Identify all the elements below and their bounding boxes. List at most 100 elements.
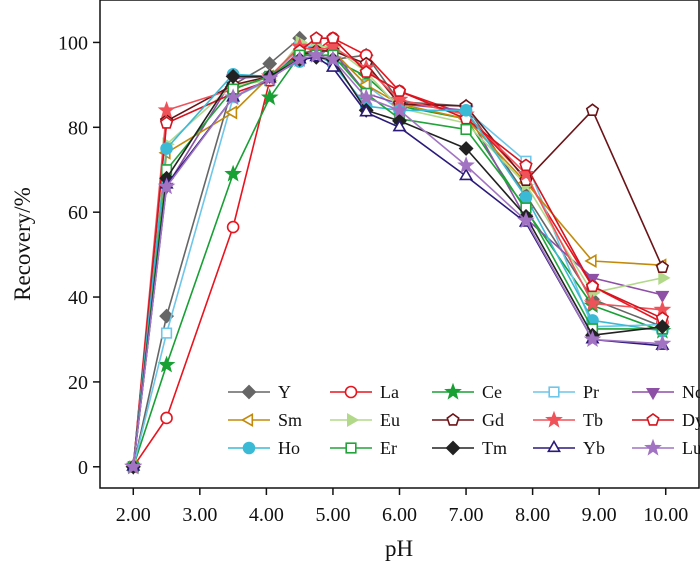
legend-item-y: Y bbox=[228, 382, 291, 402]
data-point-tb bbox=[517, 164, 535, 182]
data-point-la bbox=[226, 220, 240, 234]
data-point-ce bbox=[224, 164, 242, 182]
x-axis: 2.00 3.00 4.00 5.00 6.00 7.00 8.00 9.00 10.00 bbox=[116, 488, 688, 526]
y-tick-label: 40 bbox=[68, 287, 88, 309]
legend-item-ho: Ho bbox=[228, 438, 300, 458]
x-tick-label: 4.00 bbox=[249, 504, 284, 526]
data-point-lu bbox=[224, 88, 242, 106]
y-tick-label: 20 bbox=[68, 372, 88, 394]
legend-label-nd: Nd bbox=[682, 382, 700, 402]
data-point-yb bbox=[392, 119, 407, 132]
x-tick-label: 6.00 bbox=[382, 504, 417, 526]
y-axis: 0 20 40 60 80 100 bbox=[58, 32, 100, 479]
data-point-gd bbox=[655, 260, 670, 274]
data-point-dy bbox=[359, 65, 373, 78]
legend-item-tb: Tb bbox=[533, 410, 603, 430]
data-point-yb bbox=[459, 167, 474, 181]
data-point-dy bbox=[585, 279, 600, 293]
y-tick-label: 100 bbox=[58, 32, 88, 54]
data-point-lu bbox=[260, 69, 279, 87]
x-tick-label: 7.00 bbox=[449, 504, 484, 526]
x-tick-label: 5.00 bbox=[315, 504, 350, 526]
x-tick-label: 8.00 bbox=[515, 504, 550, 526]
legend-label-y: Y bbox=[278, 382, 291, 402]
data-point-ce bbox=[157, 355, 176, 373]
legend: Y La Ce Pr Nd Sm Eu Gd Tb Dy Ho Er Tm Yb Lu bbox=[228, 382, 700, 458]
legend-item-tm: Tm bbox=[432, 438, 507, 458]
data-point-ho bbox=[519, 191, 533, 204]
data-point-ce bbox=[260, 88, 279, 106]
legend-label-ho: Ho bbox=[278, 438, 300, 458]
legend-item-la: La bbox=[330, 382, 399, 402]
y-axis-title: Recovery/% bbox=[10, 187, 35, 301]
data-point-tm bbox=[225, 68, 241, 84]
data-point-lu bbox=[307, 45, 326, 63]
series-lu bbox=[124, 45, 672, 475]
data-point-dy bbox=[519, 158, 533, 172]
legend-item-sm: Sm bbox=[228, 410, 302, 430]
data-point-lu bbox=[124, 457, 143, 475]
legend-label-lu: Lu bbox=[682, 438, 700, 458]
x-axis-title: pH bbox=[385, 536, 413, 561]
data-point-lu bbox=[290, 50, 309, 67]
y-tick-label: 0 bbox=[78, 457, 88, 479]
legend-label-la: La bbox=[380, 382, 399, 402]
data-point-pr bbox=[160, 327, 173, 339]
legend-label-ce: Ce bbox=[482, 382, 502, 402]
x-tick-label: 3.00 bbox=[182, 504, 217, 526]
data-point-lu bbox=[457, 156, 475, 174]
data-point-tb bbox=[157, 101, 176, 118]
legend-label-gd: Gd bbox=[482, 410, 504, 430]
data-point-yb bbox=[359, 104, 374, 117]
legend-label-dy: Dy bbox=[682, 410, 700, 430]
legend-marker-eu bbox=[346, 413, 360, 427]
legend-item-yb: Yb bbox=[533, 438, 605, 458]
data-point-er bbox=[460, 123, 472, 136]
legend-marker-y bbox=[241, 384, 257, 400]
legend-marker-gd bbox=[446, 413, 460, 426]
data-point-lu bbox=[390, 100, 409, 118]
legend-label-tm: Tm bbox=[482, 438, 507, 458]
data-point-lu bbox=[517, 211, 535, 229]
data-point-sm bbox=[224, 105, 238, 120]
legend-label-er: Er bbox=[380, 438, 397, 458]
data-point-yb bbox=[325, 59, 340, 72]
legend-label-pr: Pr bbox=[583, 382, 599, 402]
x-tick-label: 2.00 bbox=[116, 504, 151, 526]
data-point-sm bbox=[358, 77, 371, 92]
legend-label-eu: Eu bbox=[380, 410, 400, 430]
legend-label-yb: Yb bbox=[583, 438, 605, 458]
legend-label-sm: Sm bbox=[278, 410, 302, 430]
legend-marker-ce bbox=[444, 382, 462, 400]
x-tick-label: 9.00 bbox=[582, 504, 617, 526]
legend-item-er: Er bbox=[330, 438, 397, 458]
legend-marker-tb bbox=[545, 410, 563, 428]
legend-marker-er bbox=[345, 442, 357, 454]
legend-marker-yb bbox=[547, 439, 561, 453]
y-tick-label: 60 bbox=[68, 202, 88, 224]
data-point-lu bbox=[357, 88, 376, 106]
legend-item-ce: Ce bbox=[432, 382, 502, 402]
data-point-lu bbox=[324, 50, 342, 67]
legend-marker-nd bbox=[646, 387, 660, 401]
legend-item-pr: Pr bbox=[533, 382, 599, 402]
data-point-dy bbox=[326, 31, 340, 44]
x-tick-label: 10.00 bbox=[643, 504, 688, 526]
legend-marker-lu bbox=[644, 438, 662, 456]
legend-item-nd: Nd bbox=[632, 382, 700, 402]
legend-item-dy: Dy bbox=[632, 410, 700, 430]
legend-item-lu: Lu bbox=[632, 438, 700, 458]
legend-item-eu: Eu bbox=[330, 410, 400, 430]
data-point-lu bbox=[653, 334, 672, 352]
data-point-tm bbox=[654, 319, 670, 335]
legend-marker-ho bbox=[242, 441, 256, 455]
data-point-lu bbox=[157, 177, 176, 195]
data-point-nd bbox=[655, 290, 670, 304]
data-point-tm bbox=[458, 141, 474, 156]
legend-marker-pr bbox=[548, 386, 560, 398]
data-point-sm bbox=[584, 253, 597, 268]
series-layer bbox=[124, 30, 672, 475]
legend-marker-sm bbox=[240, 413, 254, 427]
legend-label-tb: Tb bbox=[583, 410, 603, 430]
y-tick-label: 80 bbox=[68, 117, 88, 139]
